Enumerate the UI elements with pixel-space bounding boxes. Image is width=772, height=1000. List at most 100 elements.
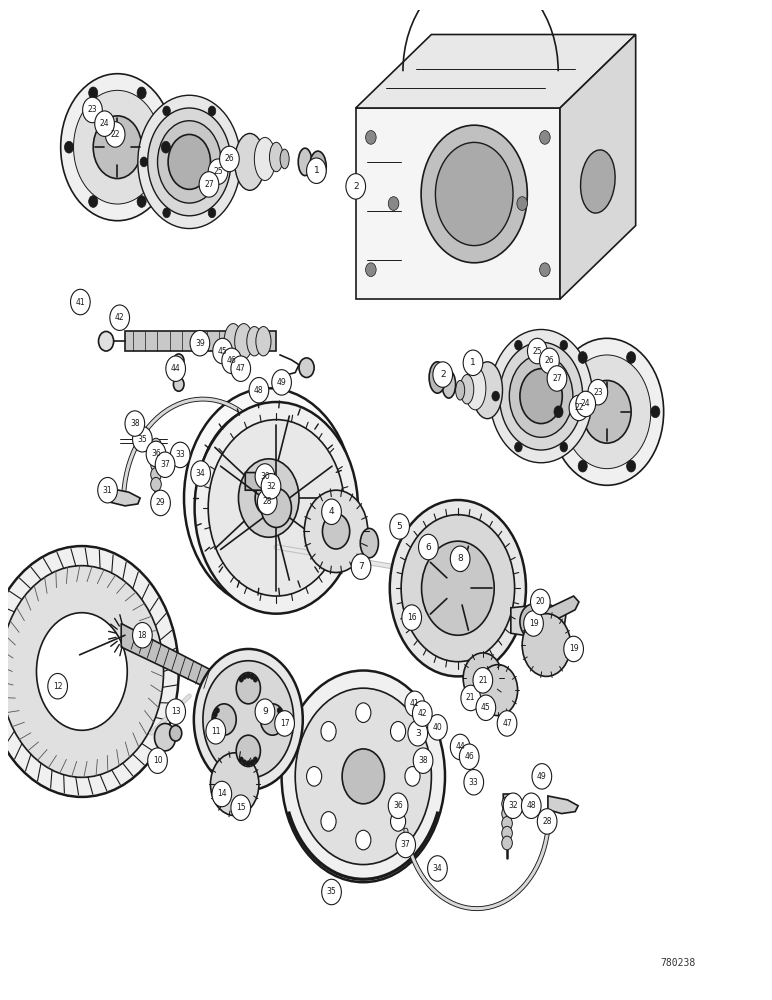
Circle shape xyxy=(405,691,425,717)
Circle shape xyxy=(255,480,283,516)
Circle shape xyxy=(583,380,631,443)
Text: 47: 47 xyxy=(236,364,245,373)
Circle shape xyxy=(578,460,587,472)
Circle shape xyxy=(170,725,181,741)
Circle shape xyxy=(215,707,219,713)
Text: 35: 35 xyxy=(137,435,147,444)
Circle shape xyxy=(390,514,409,539)
Ellipse shape xyxy=(465,367,486,410)
Circle shape xyxy=(133,622,152,648)
Circle shape xyxy=(578,352,587,363)
Text: 38: 38 xyxy=(418,756,428,765)
Text: 41: 41 xyxy=(76,298,85,307)
Circle shape xyxy=(70,289,90,315)
Circle shape xyxy=(322,879,341,905)
Polygon shape xyxy=(356,108,560,299)
Circle shape xyxy=(463,653,503,704)
Circle shape xyxy=(239,459,299,537)
Circle shape xyxy=(492,391,499,401)
Circle shape xyxy=(213,722,217,727)
Circle shape xyxy=(540,348,559,374)
Circle shape xyxy=(155,452,175,477)
Circle shape xyxy=(540,131,550,144)
Circle shape xyxy=(523,611,543,636)
Circle shape xyxy=(151,448,161,462)
Circle shape xyxy=(391,722,405,741)
Circle shape xyxy=(583,391,591,401)
Circle shape xyxy=(502,836,513,850)
Circle shape xyxy=(279,712,284,717)
Text: 40: 40 xyxy=(432,723,442,732)
Circle shape xyxy=(250,673,255,679)
Circle shape xyxy=(61,74,174,221)
Ellipse shape xyxy=(280,149,290,169)
Circle shape xyxy=(388,197,399,210)
Text: 24: 24 xyxy=(581,399,591,408)
Circle shape xyxy=(151,477,161,491)
Text: 33: 33 xyxy=(469,778,479,787)
Circle shape xyxy=(215,726,219,732)
Ellipse shape xyxy=(224,324,242,359)
Circle shape xyxy=(250,760,255,766)
Circle shape xyxy=(413,748,433,773)
Circle shape xyxy=(0,546,178,797)
Ellipse shape xyxy=(472,362,503,419)
Circle shape xyxy=(450,734,470,760)
Circle shape xyxy=(253,676,258,682)
Circle shape xyxy=(163,106,171,116)
Text: 28: 28 xyxy=(543,817,552,826)
Circle shape xyxy=(174,354,184,368)
Text: 29: 29 xyxy=(156,498,165,507)
Text: 34: 34 xyxy=(196,469,205,478)
Circle shape xyxy=(279,722,284,727)
Circle shape xyxy=(105,122,125,147)
Circle shape xyxy=(433,362,452,387)
Circle shape xyxy=(151,490,171,516)
Circle shape xyxy=(428,715,447,740)
Circle shape xyxy=(213,712,217,717)
Circle shape xyxy=(476,695,496,720)
Circle shape xyxy=(401,515,515,662)
Circle shape xyxy=(277,707,282,713)
Text: 2: 2 xyxy=(353,182,358,191)
Circle shape xyxy=(560,442,567,452)
Polygon shape xyxy=(545,596,579,623)
Circle shape xyxy=(194,649,303,790)
Circle shape xyxy=(195,402,358,614)
Circle shape xyxy=(489,329,593,463)
Circle shape xyxy=(191,461,211,486)
Circle shape xyxy=(515,340,522,350)
Text: 21: 21 xyxy=(466,693,476,702)
Circle shape xyxy=(390,500,526,676)
Polygon shape xyxy=(125,331,276,351)
Text: 7: 7 xyxy=(358,562,364,571)
Text: 22: 22 xyxy=(110,130,120,139)
Circle shape xyxy=(560,340,567,350)
Ellipse shape xyxy=(455,380,465,400)
Circle shape xyxy=(299,358,314,377)
Circle shape xyxy=(208,208,215,218)
Text: 4: 4 xyxy=(329,507,334,516)
Ellipse shape xyxy=(442,371,455,398)
Circle shape xyxy=(246,761,251,767)
Circle shape xyxy=(418,534,438,560)
Circle shape xyxy=(199,172,218,197)
Circle shape xyxy=(522,614,571,676)
Text: 6: 6 xyxy=(425,543,432,552)
Circle shape xyxy=(356,703,371,722)
Circle shape xyxy=(576,391,595,417)
Circle shape xyxy=(306,158,327,183)
Circle shape xyxy=(408,720,428,746)
Circle shape xyxy=(184,388,354,608)
Text: 42: 42 xyxy=(115,313,124,322)
Text: 10: 10 xyxy=(153,756,162,765)
Text: 36: 36 xyxy=(393,801,403,810)
Text: 42: 42 xyxy=(418,709,427,718)
Text: 25: 25 xyxy=(533,347,542,356)
Text: 16: 16 xyxy=(407,613,417,622)
Text: 8: 8 xyxy=(457,554,463,563)
Circle shape xyxy=(64,141,73,153)
Circle shape xyxy=(208,420,344,596)
Circle shape xyxy=(282,671,445,882)
Circle shape xyxy=(537,809,557,834)
